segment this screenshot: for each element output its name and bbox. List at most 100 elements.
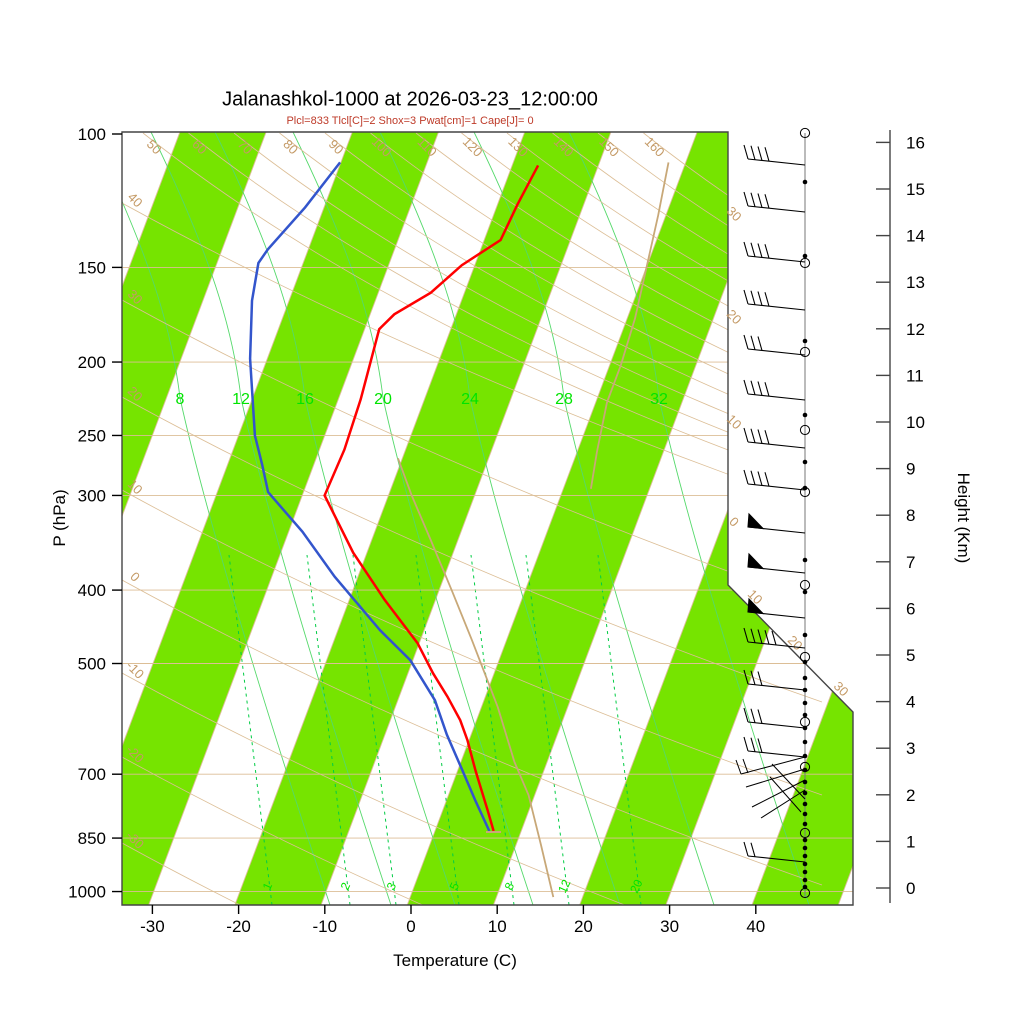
wind-barb-tangle <box>742 758 749 774</box>
mixing-ratio-line <box>470 554 515 905</box>
level-circle <box>799 579 811 591</box>
isotherm-line <box>837 132 853 905</box>
plot-frame <box>121 131 854 906</box>
wind-barb <box>747 597 806 619</box>
wind-barb <box>743 427 806 449</box>
wind-barb <box>743 379 806 401</box>
level-dot <box>802 753 808 759</box>
isotherm-band <box>122 132 267 905</box>
pressure-tick-label: 700 <box>78 765 106 784</box>
pressure-axis-label: P (hPa) <box>50 489 69 547</box>
moist-adiabat-label: 32 <box>650 391 668 408</box>
moist-adiabat-line <box>292 132 534 905</box>
mixing-ratio-line <box>415 554 460 905</box>
isotherm-line <box>0 132 94 905</box>
level-circle <box>799 827 811 839</box>
height-tick-label: 13 <box>906 273 925 292</box>
height-tick-label: 0 <box>906 879 915 898</box>
moist-adiabat-label: 12 <box>232 391 250 408</box>
mixing-ratio-line <box>525 554 570 905</box>
sounding-indices: Plcl=833 Tlcl[C]=2 Shox=3 Pwat[cm]=1 Cap… <box>286 115 534 127</box>
wind-barb <box>743 627 806 649</box>
pressure-tick-label: 300 <box>78 486 106 505</box>
pressure-tick-label: 100 <box>78 125 106 144</box>
moist-adiabat-label: 16 <box>296 391 314 408</box>
wind-barb <box>743 841 806 863</box>
dry-adiabat-line <box>122 396 823 703</box>
dry-adiabat-line <box>643 132 853 464</box>
wind-barb-tangle <box>745 768 806 788</box>
isotherm-band <box>122 132 439 905</box>
height-tick-label: 7 <box>906 553 915 572</box>
moist-adiabat-label: 8 <box>176 391 185 408</box>
level-dot <box>802 869 808 875</box>
dry-adiabat-label: -10 <box>123 658 147 682</box>
pressure-tick-label: 1000 <box>68 883 106 902</box>
x-tick-label: 40 <box>746 917 765 936</box>
x-tick-label: 20 <box>574 917 593 936</box>
wind-barb <box>743 241 806 263</box>
dry-adiabat-label: 160 <box>642 134 668 160</box>
wind-barb <box>743 669 806 691</box>
level-circle <box>799 346 811 358</box>
level-circle <box>799 486 811 498</box>
height-tick-label: 14 <box>906 227 925 246</box>
level-dot <box>802 557 808 563</box>
dry-adiabat-line <box>122 672 823 905</box>
isotherm-line <box>320 132 612 905</box>
level-dot <box>802 412 808 418</box>
edge-isopleth-label: 20 <box>724 306 745 327</box>
wind-barb-tangle <box>751 779 806 808</box>
level-dot <box>802 801 808 807</box>
pressure-tick-label: 850 <box>78 829 106 848</box>
level-circle <box>799 424 811 436</box>
wind-barb-tangle <box>735 759 742 775</box>
level-dot <box>802 179 808 185</box>
x-tick-label: 30 <box>660 917 679 936</box>
level-dot <box>802 837 808 843</box>
x-tick-label: 10 <box>488 917 507 936</box>
level-dot <box>802 632 808 638</box>
parcel-curve-lower <box>397 457 555 898</box>
wind-barb-tangle <box>771 763 806 800</box>
temperature-curve <box>323 164 540 832</box>
height-axis-label: Height (Km) <box>954 472 973 564</box>
height-tick-label: 2 <box>906 786 915 805</box>
level-dot <box>802 700 808 706</box>
level-circle <box>799 761 811 773</box>
level-dot <box>802 459 808 465</box>
wind-barb <box>743 707 806 729</box>
height-tick-label: 4 <box>906 693 915 712</box>
level-dot <box>802 853 808 859</box>
level-dot <box>802 687 808 693</box>
x-tick-label: -30 <box>140 917 165 936</box>
mixing-ratio-line <box>597 554 642 905</box>
mixing-ratio-line <box>306 554 351 905</box>
dry-adiabat-label: 40 <box>125 189 146 210</box>
isotherm-line <box>234 132 526 905</box>
x-tick-label: -20 <box>226 917 251 936</box>
pressure-tick-label: 150 <box>78 258 106 277</box>
level-circle <box>799 257 811 269</box>
level-dot <box>802 338 808 344</box>
isotherm-band <box>0 132 94 905</box>
level-dot <box>802 589 808 595</box>
height-tick-label: 5 <box>906 646 915 665</box>
moist-adiabat-line <box>122 132 331 905</box>
dry-adiabat-line <box>188 132 809 464</box>
pressure-tick-label: 250 <box>78 426 106 445</box>
level-dot <box>802 739 808 745</box>
level-dot <box>802 779 808 785</box>
wind-barb-tangle <box>760 789 806 819</box>
isotherm-line <box>924 132 1024 905</box>
edge-isopleth-label: 20 <box>785 632 806 653</box>
height-tick-label: 12 <box>906 320 925 339</box>
isotherm-line <box>122 132 267 905</box>
mixing-ratio-label: 8 <box>502 880 518 892</box>
mixing-ratio-line <box>352 554 397 905</box>
edge-isopleth-label: 10 <box>724 411 745 432</box>
isotherm-line <box>0 132 8 905</box>
wind-barb <box>743 736 806 758</box>
